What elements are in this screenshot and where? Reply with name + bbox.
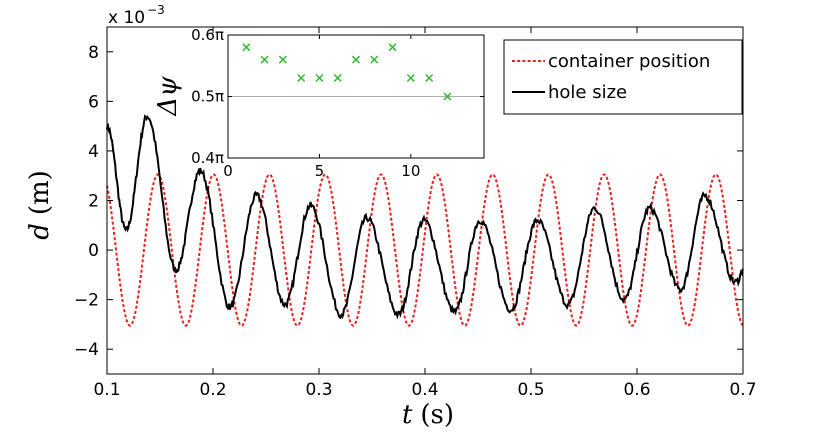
x-tick-label: 0.2 (199, 380, 226, 400)
y-tick-label: −4 (74, 340, 99, 360)
y-tick-label: 6 (88, 92, 99, 112)
inset-marker-stroke (406, 74, 415, 83)
series-container-position (106, 173, 744, 327)
legend-label-hole-size: hole size (548, 82, 627, 103)
inset-marker-stroke (242, 43, 251, 52)
y-multiplier-exponent: −3 (147, 3, 165, 17)
y-tick-label: 8 (88, 43, 99, 63)
inset-data-point (278, 55, 287, 64)
inset-marker-stroke (352, 55, 360, 64)
inset-data-point (260, 55, 269, 64)
inset-data-point (443, 92, 452, 101)
y-tick-label: 4 (88, 142, 99, 162)
inset-data-point (297, 74, 306, 83)
inset-data-point (388, 43, 397, 52)
inset-marker-stroke (333, 74, 342, 83)
y-axis-unit: (m) (25, 170, 55, 215)
inset-plot: 0 5 10 0.4π 0.5π 0.6π Δψ (153, 26, 485, 180)
inset-y-tick-label: 0.6π (191, 26, 224, 44)
inset-data-point (425, 74, 434, 83)
inset-x-tick-label: 5 (315, 162, 325, 180)
main-series-group (106, 113, 744, 327)
y-axis-variable: d (25, 223, 55, 240)
legend: container position hole size (503, 39, 743, 115)
legend-label-container-position: container position (548, 51, 710, 72)
inset-content-group: 0 5 10 0.4π 0.5π 0.6π (191, 26, 484, 180)
inset-marker-stroke (278, 55, 287, 64)
inset-data-point (370, 55, 379, 64)
x-tick-label: 0.1 (93, 380, 120, 400)
inset-marker-stroke (370, 55, 379, 64)
main-ticks-group: 0.1 0.2 0.3 0.4 0.5 0.6 0.7 −4 −2 0 2 4 6 8 (74, 27, 757, 400)
y-tick-label: 2 (88, 192, 99, 212)
inset-marker-stroke (260, 55, 269, 64)
legend-box (503, 39, 743, 115)
y-tick-label: −2 (74, 291, 99, 311)
inset-marker-stroke (315, 74, 324, 83)
inset-data-point (333, 74, 342, 83)
inset-marker-stroke (443, 92, 452, 101)
inset-y-axis-label: Δψ (153, 76, 183, 117)
inset-x-tick-label: 10 (401, 162, 420, 180)
inset-y-tick-label: 0.5π (191, 88, 224, 106)
inset-data-point (315, 74, 324, 83)
x-axis-variable: t (402, 400, 413, 430)
x-axis-unit: (s) (420, 400, 454, 430)
inset-x-tick-label: 0 (223, 162, 233, 180)
x-axis-label: t (s) (402, 400, 454, 430)
inset-data-point (352, 55, 360, 64)
inset-data-point (242, 43, 251, 52)
x-tick-label: 0.4 (411, 380, 438, 400)
inset-y-tick-label: 0.4π (191, 149, 224, 167)
x-tick-label: 0.7 (729, 380, 756, 400)
inset-data-point (406, 74, 415, 83)
x-tick-label: 0.5 (517, 380, 544, 400)
inset-marker-stroke (425, 74, 434, 83)
inset-marker-stroke (388, 43, 397, 52)
series-hole-size (106, 113, 744, 320)
y-multiplier-base: x 10 (108, 8, 145, 28)
y-axis-multiplier: x 10 −3 (108, 3, 165, 28)
y-tick-label: 0 (88, 241, 99, 261)
x-tick-label: 0.3 (305, 380, 332, 400)
x-tick-label: 0.6 (623, 380, 650, 400)
inset-marker-stroke (297, 74, 306, 83)
y-axis-label: d (m) (25, 170, 55, 240)
